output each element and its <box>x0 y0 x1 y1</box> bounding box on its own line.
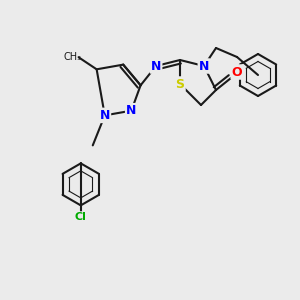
Text: N: N <box>151 59 161 73</box>
Text: S: S <box>176 77 184 91</box>
Text: N: N <box>199 59 209 73</box>
Text: N: N <box>126 104 136 117</box>
Text: CH₃: CH₃ <box>64 52 82 62</box>
Text: N: N <box>100 109 110 122</box>
Text: Cl: Cl <box>75 212 87 222</box>
Text: O: O <box>232 65 242 79</box>
